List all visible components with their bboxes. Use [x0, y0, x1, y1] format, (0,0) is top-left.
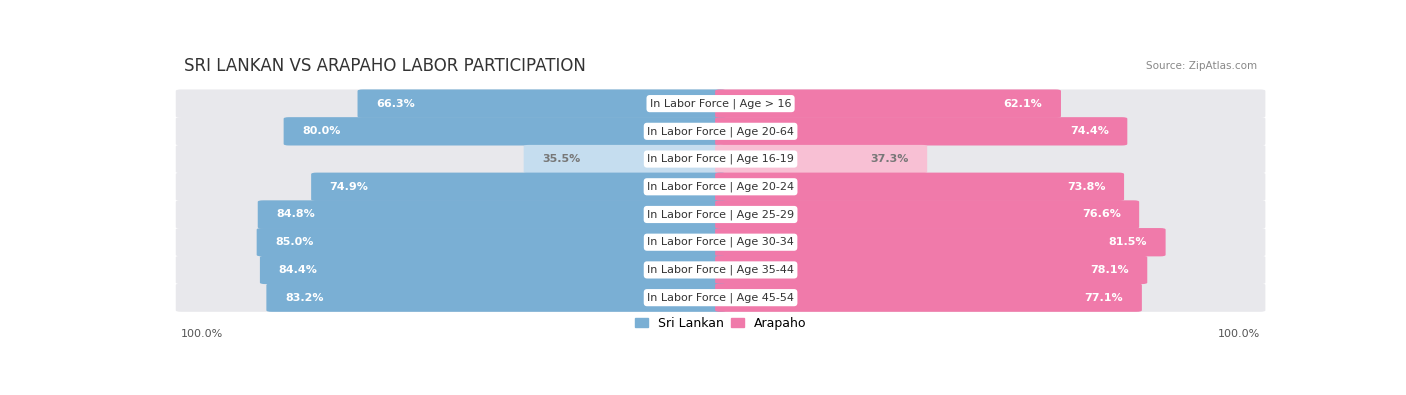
FancyBboxPatch shape: [176, 256, 1265, 284]
Text: Source: ZipAtlas.com: Source: ZipAtlas.com: [1146, 62, 1257, 71]
Text: In Labor Force | Age 20-24: In Labor Force | Age 20-24: [647, 182, 794, 192]
FancyBboxPatch shape: [523, 145, 725, 173]
FancyBboxPatch shape: [176, 200, 1265, 229]
FancyBboxPatch shape: [311, 173, 725, 201]
Text: 84.4%: 84.4%: [278, 265, 318, 275]
Text: 85.0%: 85.0%: [276, 237, 314, 247]
FancyBboxPatch shape: [176, 173, 1265, 201]
Text: 35.5%: 35.5%: [543, 154, 581, 164]
Text: 77.1%: 77.1%: [1085, 293, 1123, 303]
Text: In Labor Force | Age 25-29: In Labor Force | Age 25-29: [647, 209, 794, 220]
Text: In Labor Force | Age > 16: In Labor Force | Age > 16: [650, 98, 792, 109]
FancyBboxPatch shape: [176, 89, 1265, 118]
FancyBboxPatch shape: [176, 228, 1265, 256]
FancyBboxPatch shape: [716, 228, 1166, 256]
Text: 74.9%: 74.9%: [329, 182, 368, 192]
Text: 80.0%: 80.0%: [302, 126, 340, 136]
FancyBboxPatch shape: [357, 89, 725, 118]
Text: In Labor Force | Age 20-64: In Labor Force | Age 20-64: [647, 126, 794, 137]
Text: 73.8%: 73.8%: [1067, 182, 1105, 192]
Text: 74.4%: 74.4%: [1070, 126, 1109, 136]
Text: 76.6%: 76.6%: [1081, 209, 1121, 220]
FancyBboxPatch shape: [716, 200, 1139, 229]
FancyBboxPatch shape: [176, 117, 1265, 145]
FancyBboxPatch shape: [257, 228, 725, 256]
Text: 100.0%: 100.0%: [1218, 329, 1260, 339]
Text: 62.1%: 62.1%: [1004, 99, 1042, 109]
FancyBboxPatch shape: [266, 284, 725, 312]
FancyBboxPatch shape: [716, 173, 1123, 201]
FancyBboxPatch shape: [257, 200, 725, 229]
FancyBboxPatch shape: [176, 145, 1265, 173]
Text: SRI LANKAN VS ARAPAHO LABOR PARTICIPATION: SRI LANKAN VS ARAPAHO LABOR PARTICIPATIO…: [184, 57, 586, 75]
Text: 83.2%: 83.2%: [285, 293, 323, 303]
Text: 37.3%: 37.3%: [870, 154, 908, 164]
Text: 78.1%: 78.1%: [1090, 265, 1129, 275]
Text: In Labor Force | Age 16-19: In Labor Force | Age 16-19: [647, 154, 794, 164]
FancyBboxPatch shape: [716, 284, 1142, 312]
Legend: Sri Lankan, Arapaho: Sri Lankan, Arapaho: [630, 312, 811, 335]
Text: In Labor Force | Age 30-34: In Labor Force | Age 30-34: [647, 237, 794, 247]
Text: In Labor Force | Age 45-54: In Labor Force | Age 45-54: [647, 292, 794, 303]
Text: In Labor Force | Age 35-44: In Labor Force | Age 35-44: [647, 265, 794, 275]
FancyBboxPatch shape: [716, 145, 927, 173]
FancyBboxPatch shape: [716, 117, 1128, 145]
Text: 100.0%: 100.0%: [181, 329, 224, 339]
FancyBboxPatch shape: [716, 89, 1062, 118]
FancyBboxPatch shape: [176, 284, 1265, 312]
FancyBboxPatch shape: [284, 117, 725, 145]
Text: 66.3%: 66.3%: [375, 99, 415, 109]
Text: 84.8%: 84.8%: [276, 209, 315, 220]
Text: 81.5%: 81.5%: [1108, 237, 1147, 247]
FancyBboxPatch shape: [260, 256, 725, 284]
FancyBboxPatch shape: [716, 256, 1147, 284]
